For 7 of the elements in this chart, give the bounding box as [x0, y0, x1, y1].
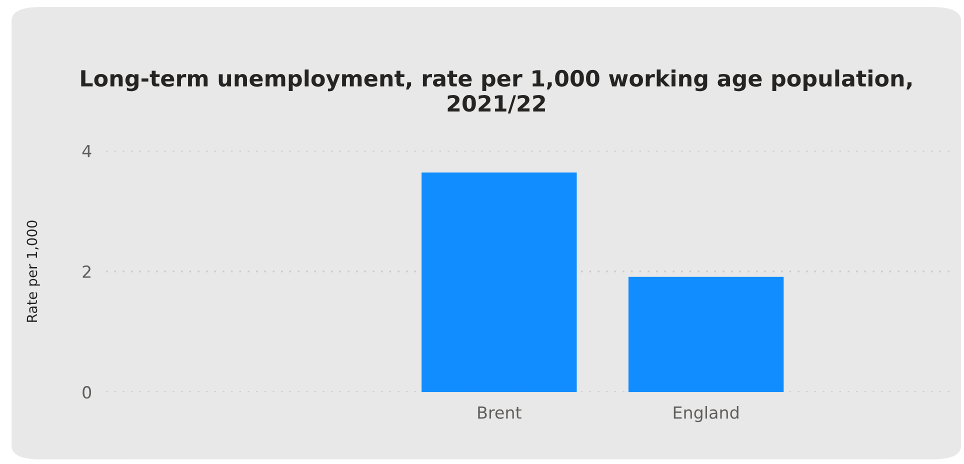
x-tick-label: Brent — [478, 406, 522, 419]
y-axis-title: Rate per 1,000 — [26, 220, 40, 322]
x-tick-label: England — [674, 406, 738, 422]
y-tick-label: 2 — [82, 265, 90, 278]
y-tick-label: 0 — [82, 386, 92, 399]
y-tick-label: 4 — [82, 144, 92, 158]
chart-title: Long-term unemployment, rate per 1,000 working age population, 2021/22 — [81, 70, 912, 114]
